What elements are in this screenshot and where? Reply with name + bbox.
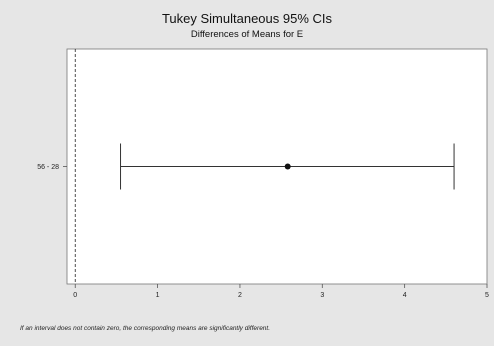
- x-tick-label-4: 4: [403, 292, 407, 299]
- footnote: If an interval does not contain zero, th…: [20, 325, 270, 332]
- interval-estimate-point-0: [284, 163, 291, 170]
- category-label-0: 56 - 28: [37, 164, 59, 171]
- category-axis: 56 - 28: [37, 164, 67, 171]
- x-axis: 0 1 2 3 4 5: [73, 284, 489, 299]
- x-tick-label-2: 2: [238, 292, 242, 299]
- x-tick-label-0: 0: [73, 292, 77, 299]
- x-tick-label-1: 1: [156, 292, 160, 299]
- x-tick-label-3: 3: [320, 292, 324, 299]
- x-tick-label-5: 5: [485, 292, 489, 299]
- chart-title: Tukey Simultaneous 95% CIs: [162, 11, 333, 26]
- chart-subtitle: Differences of Means for E: [191, 29, 303, 40]
- interval-series: [120, 143, 455, 190]
